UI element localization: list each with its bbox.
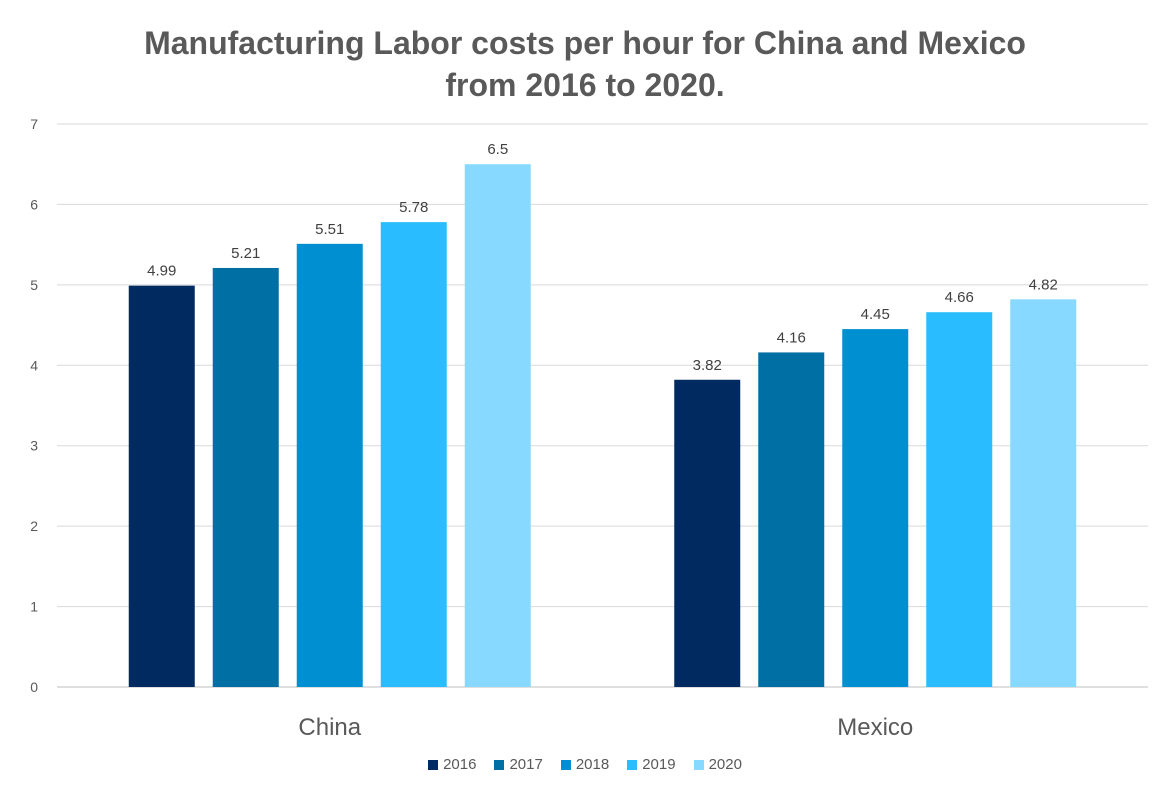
- legend-item-2018: 2018: [560, 756, 610, 773]
- data-label: 4.82: [1029, 276, 1058, 293]
- y-tick-label: 7: [30, 116, 38, 132]
- data-label: 3.82: [693, 357, 722, 374]
- legend-swatch: [693, 759, 704, 770]
- y-tick-label: 5: [30, 277, 38, 293]
- x-category-label: China: [298, 714, 361, 741]
- bar-china-2017: [212, 267, 279, 687]
- legend-item-2017: 2017: [494, 756, 543, 773]
- legend-item-2019: 2019: [627, 756, 676, 773]
- data-label: 6.5: [487, 141, 508, 158]
- bar-mexico-2020: [1010, 299, 1077, 687]
- bar-mexico-2018: [842, 329, 909, 687]
- bar-china-2018: [296, 243, 363, 688]
- data-label: 5.21: [231, 245, 260, 262]
- legend-swatch: [560, 759, 571, 770]
- legend-swatch: [428, 759, 439, 770]
- legend-swatch: [627, 759, 638, 770]
- bar-china-2020: [464, 164, 531, 687]
- y-tick-label: 2: [30, 518, 38, 534]
- data-label: 5.51: [315, 221, 344, 238]
- legend-item-2020: 2020: [693, 756, 742, 773]
- y-tick-label: 3: [30, 438, 38, 454]
- chart-title: Manufacturing Labor costs per hour for C…: [0, 22, 1170, 106]
- y-tick-label: 4: [30, 357, 38, 373]
- legend-label: 2020: [708, 756, 742, 773]
- data-label: 5.78: [399, 199, 428, 216]
- legend: 2016 2017 2018 2019 2020: [0, 756, 1170, 773]
- legend-item-2016: 2016: [428, 756, 476, 773]
- title-line-2: from 2016 to 2020.: [445, 67, 725, 103]
- y-tick-label: 6: [30, 196, 38, 212]
- y-tick-label: 1: [30, 599, 38, 615]
- data-label: 4.66: [945, 289, 974, 306]
- legend-label: 2019: [642, 756, 676, 773]
- data-label: 4.16: [777, 329, 806, 346]
- data-label: 4.45: [861, 306, 890, 323]
- bar-mexico-2016: [674, 379, 741, 687]
- legend-label: 2016: [443, 756, 477, 773]
- legend-swatch: [494, 759, 505, 770]
- data-label: 4.99: [147, 263, 176, 280]
- bar-china-2019: [380, 222, 447, 687]
- title-line-1: Manufacturing Labor costs per hour for C…: [144, 25, 1026, 61]
- x-category-label: Mexico: [837, 714, 913, 741]
- bar-mexico-2017: [758, 352, 825, 687]
- bar-mexico-2019: [926, 312, 993, 687]
- y-tick-label: 0: [30, 679, 38, 695]
- legend-label: 2018: [575, 756, 610, 773]
- legend-label: 2017: [509, 756, 543, 773]
- bar-china-2016: [128, 285, 195, 687]
